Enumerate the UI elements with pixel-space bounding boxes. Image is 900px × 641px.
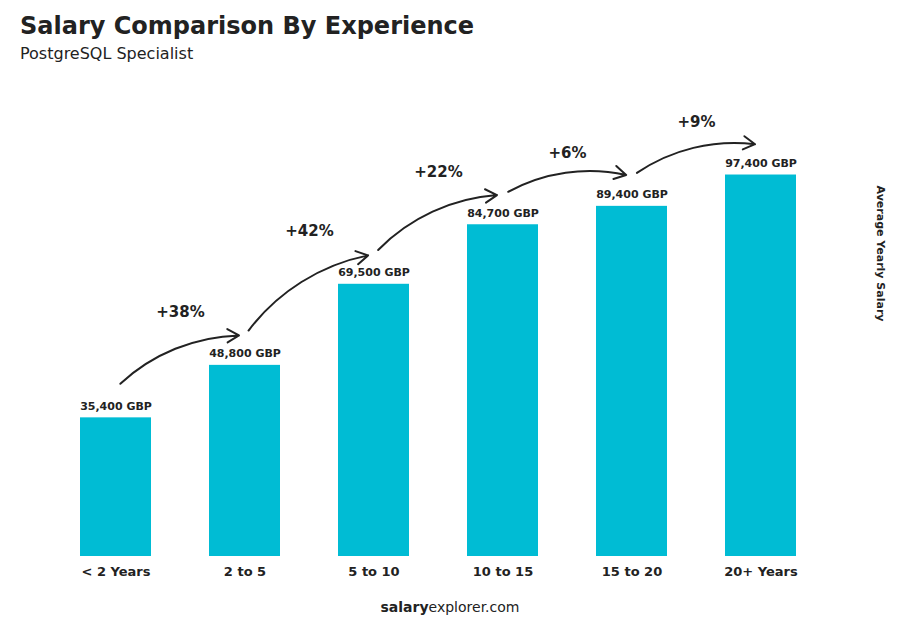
svg-text:+6%: +6% (548, 144, 586, 162)
svg-text:2 to 5: 2 to 5 (224, 564, 266, 579)
svg-text:+22%: +22% (414, 163, 462, 181)
svg-text:15 to 20: 15 to 20 (602, 564, 662, 579)
html-text:salary explorer.com: salary explorer.com (380, 599, 520, 615)
svg-text:97,400 GBP: 97,400 GBP (725, 157, 797, 170)
svg-text:Average Yearly Salary: Average Yearly Salary (874, 186, 887, 322)
svg-text:10 to 15: 10 to 15 (473, 564, 533, 579)
svg-text:+38%: +38% (156, 303, 204, 321)
html-text:PostgreSQL Specialist: PostgreSQL Specialist (20, 44, 194, 63)
svg-text:+9%: +9% (677, 113, 715, 131)
svg-text:89,400 GBP: 89,400 GBP (596, 188, 668, 201)
svg-text:48,800 GBP: 48,800 GBP (209, 347, 281, 360)
svg-text:84,700 GBP: 84,700 GBP (467, 207, 539, 220)
html-text:Salary Comparison By Experienc: Salary Comparison By Experience (20, 12, 475, 40)
svg-text:20+ Years: 20+ Years (724, 564, 798, 579)
svg-text:+42%: +42% (285, 222, 333, 240)
svg-text:< 2 Years: < 2 Years (82, 564, 151, 579)
svg-text:35,400 GBP: 35,400 GBP (80, 400, 152, 413)
svg-text:69,500 GBP: 69,500 GBP (338, 266, 410, 279)
svg-text:5 to 10: 5 to 10 (348, 564, 399, 579)
